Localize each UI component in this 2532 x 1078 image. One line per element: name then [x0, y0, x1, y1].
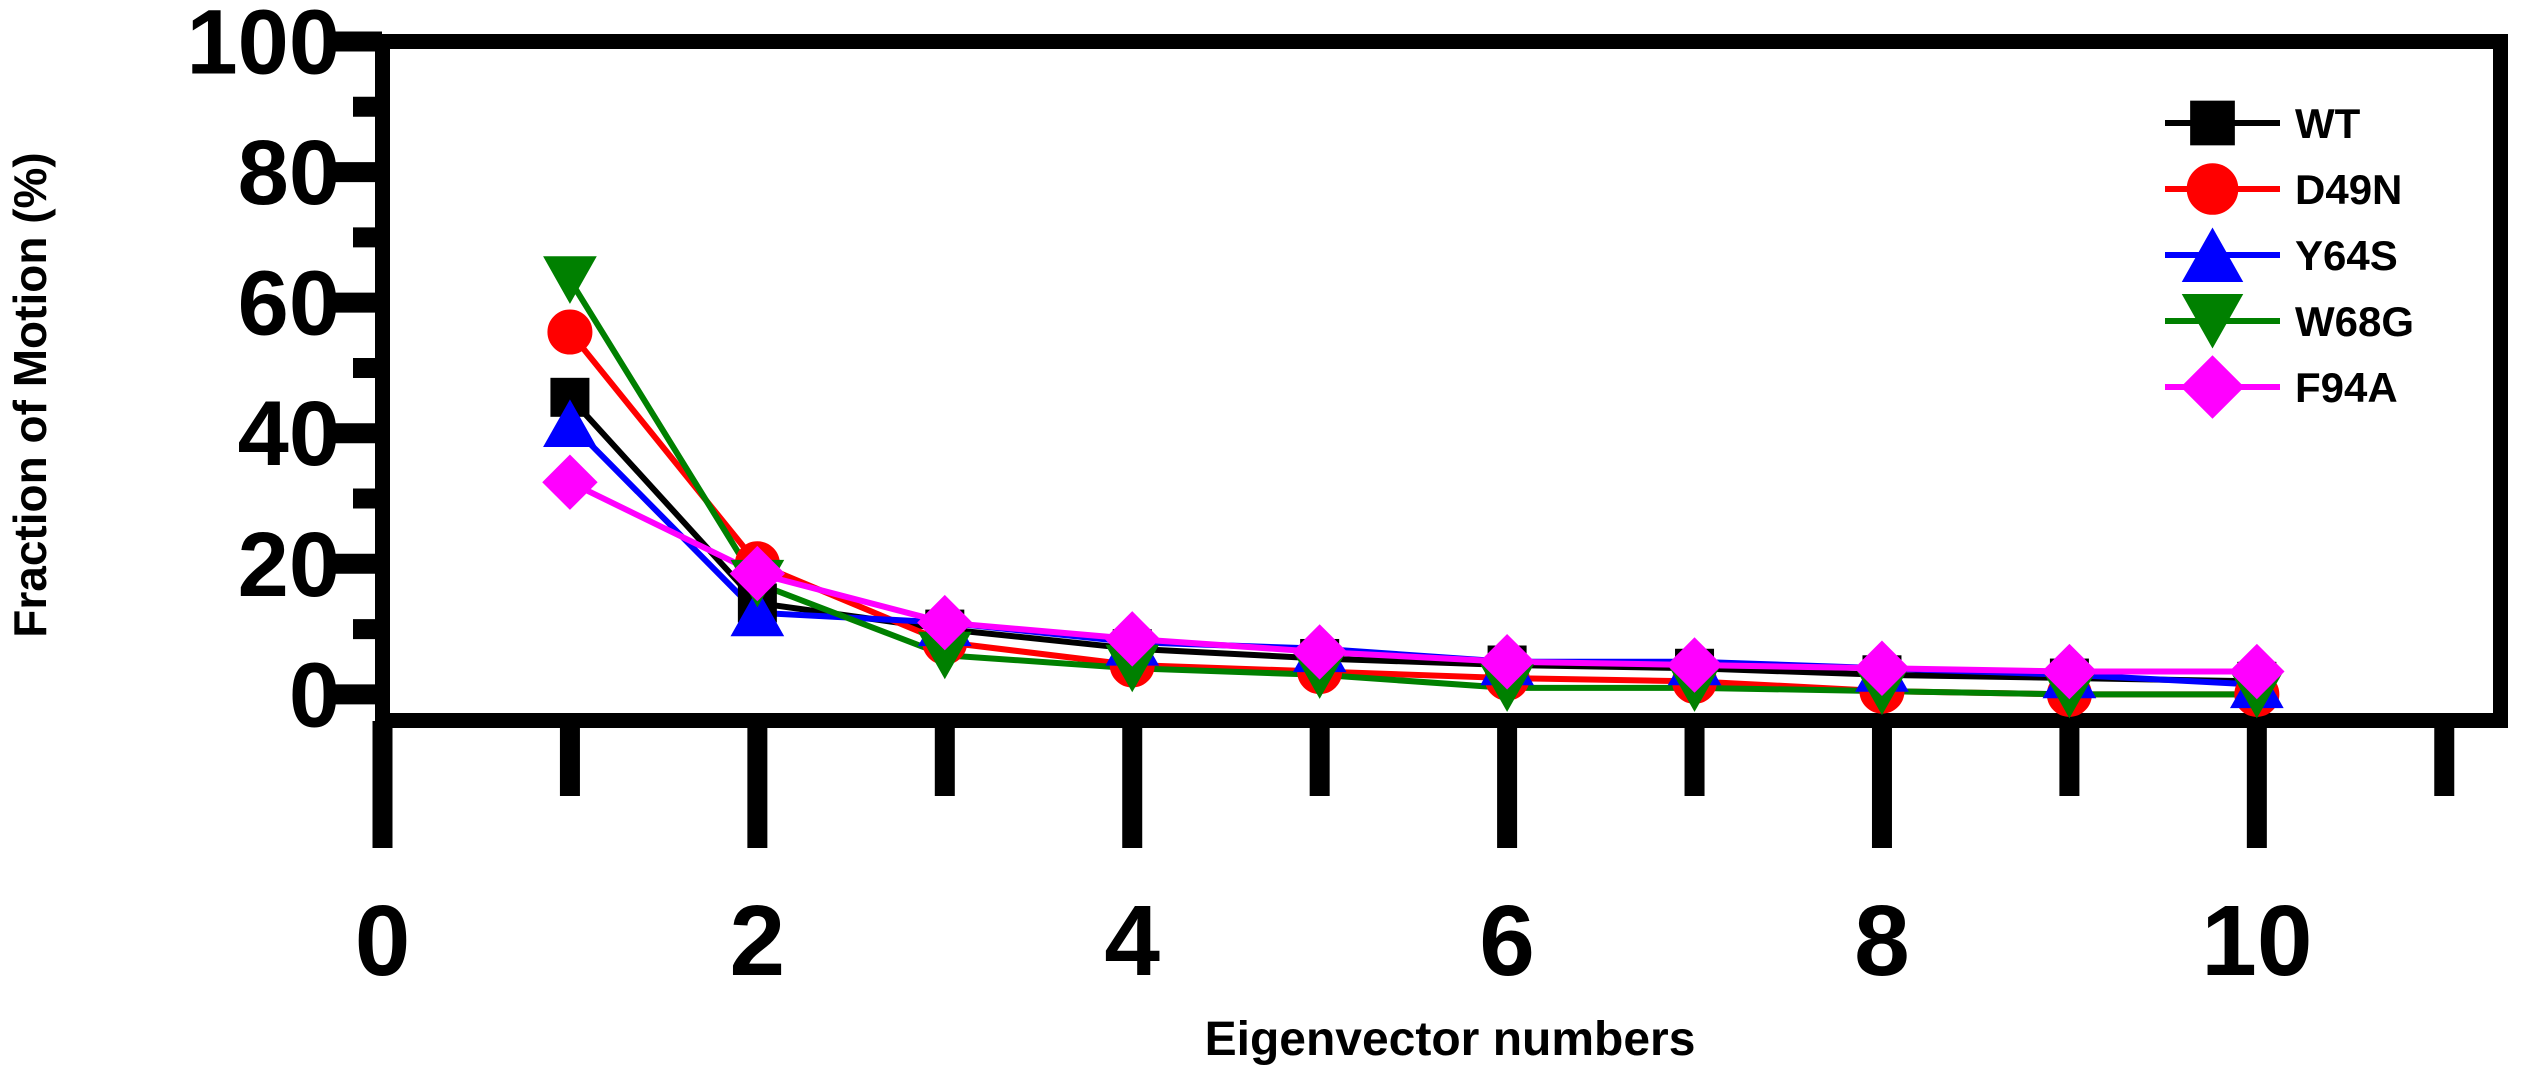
data-point-f94a	[542, 454, 598, 510]
y-tick-label: 100	[187, 0, 341, 94]
y-axis-title: Fraction of Motion (%)	[4, 152, 56, 637]
legend-marker	[2180, 355, 2245, 419]
legend-label: F94A	[2295, 364, 2398, 411]
y-tick-label: 20	[238, 514, 340, 616]
series-line-w68g	[567, 278, 2257, 698]
y-tick-label: 40	[238, 383, 340, 485]
data-point-f94a	[1291, 624, 1348, 680]
x-axis-title: Eigenvector numbers	[1205, 1013, 1696, 1066]
x-tick-label: 0	[355, 885, 411, 997]
data-point-y64s	[730, 588, 785, 637]
legend-marker	[2181, 294, 2244, 349]
legend-item-w68g: W68G	[2165, 294, 2414, 349]
axes-group: 0 20 40 60 80 100 0 2 4 6 8 10	[187, 0, 2508, 997]
series-line-wt	[567, 395, 2257, 685]
data-point-y64s	[543, 399, 597, 447]
legend-item-wt: WT	[2165, 100, 2361, 147]
data-point-f94a	[1666, 637, 1723, 693]
data-point-w68g	[543, 256, 597, 304]
legend: WT D49N Y64S W68G F94A	[2165, 100, 2414, 419]
legend-label: Y64S	[2295, 232, 2398, 279]
legend-marker	[2186, 163, 2239, 215]
legend-label: D49N	[2295, 166, 2402, 213]
x-tick-label: 6	[1479, 885, 1535, 997]
series-group	[542, 256, 2285, 719]
x-tick-label: 8	[1854, 885, 1910, 997]
data-point-f94a	[729, 545, 786, 602]
plot-frame	[375, 34, 2508, 728]
y-tick-label: 80	[238, 122, 340, 224]
data-point-f94a	[1104, 611, 1160, 667]
x-tick-label: 10	[2201, 885, 2312, 997]
x-tick-label: 4	[1104, 885, 1160, 997]
data-point-f94a	[2041, 643, 2098, 700]
y-tick-label: 60	[238, 253, 340, 355]
series-line-f94a	[568, 479, 2257, 675]
data-point-f94a	[2229, 643, 2285, 700]
legend-item-f94a: F94A	[2165, 355, 2398, 419]
data-point-f94a	[1854, 640, 1910, 696]
data-point-d49n	[547, 309, 593, 355]
legend-item-d49n: D49N	[2165, 163, 2402, 215]
legend-marker	[2190, 100, 2235, 146]
data-point-f94a	[917, 594, 973, 651]
series-line-d49n	[567, 330, 2257, 698]
legend-label: WT	[2295, 100, 2361, 147]
legend-marker	[2181, 227, 2244, 282]
legend-item-y64s: Y64S	[2165, 227, 2398, 282]
legend-label: W68G	[2295, 298, 2414, 345]
x-tick-label: 2	[730, 885, 786, 997]
series-line-y64s	[567, 421, 2257, 688]
y-tick-label: 0	[289, 644, 340, 746]
data-point-f94a	[1479, 634, 1535, 690]
